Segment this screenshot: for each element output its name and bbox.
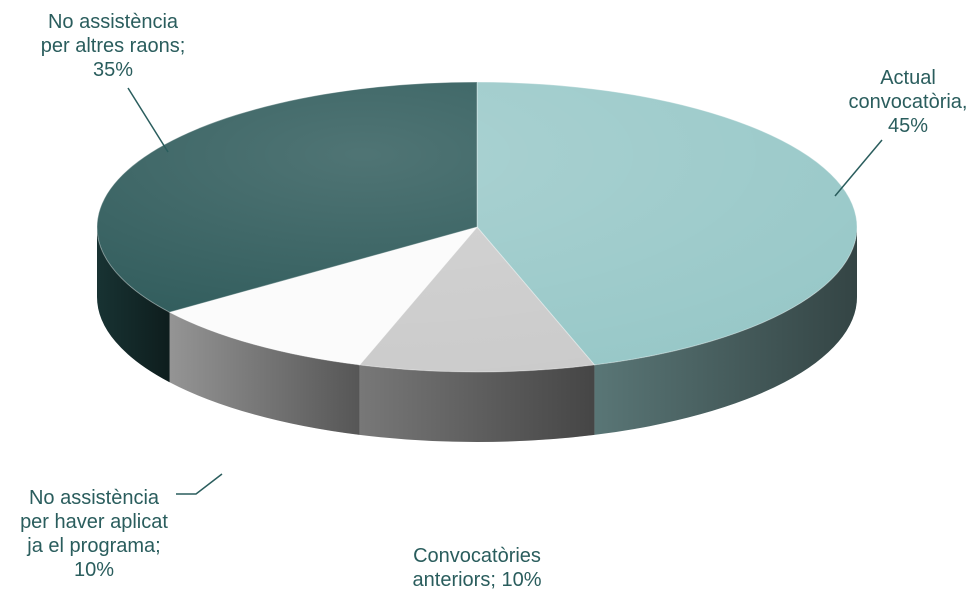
- slice-label-convocatories-anteriors: Convocatòries anteriors; 10%: [372, 544, 582, 592]
- slice-label-no-assistencia-altres: No assistència per altres raons; 35%: [16, 10, 210, 82]
- leader-line: [835, 140, 882, 196]
- leader-line: [128, 88, 168, 152]
- slice-label-no-assistencia-programa: No assistència per haver aplicat ja el p…: [0, 486, 188, 582]
- pie-top-sheen: [97, 82, 857, 372]
- pie-side-shade: [360, 365, 595, 442]
- slice-label-actual-convocatoria: Actual convocatòria, 45%: [838, 66, 977, 138]
